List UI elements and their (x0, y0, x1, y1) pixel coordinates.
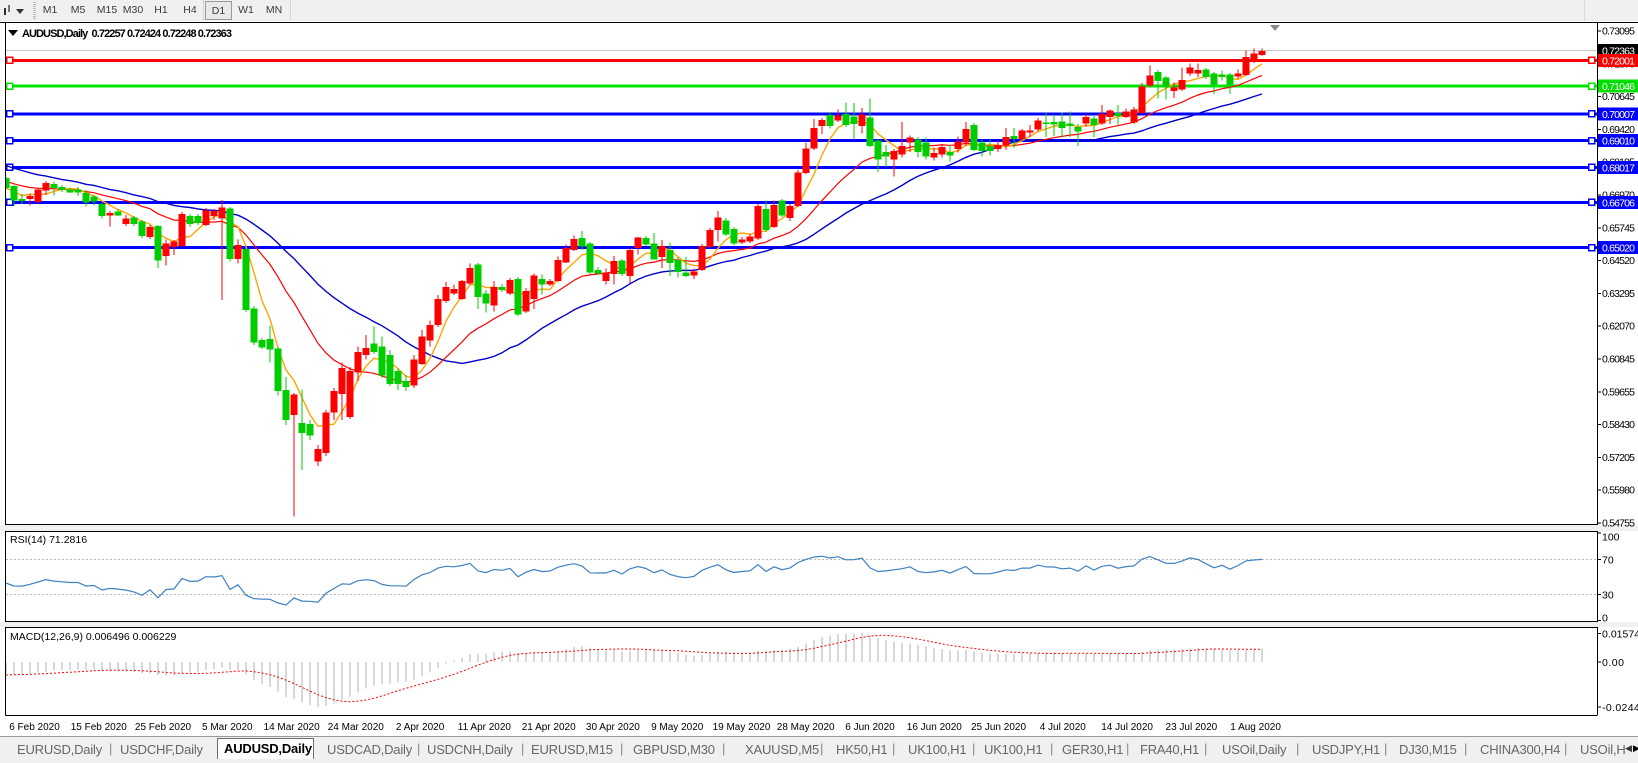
svg-text:19 May 2020: 19 May 2020 (713, 722, 771, 733)
svg-text:0.54755: 0.54755 (1602, 518, 1635, 530)
svg-text:0.64520: 0.64520 (1602, 255, 1635, 267)
svg-text:6 Feb 2020: 6 Feb 2020 (9, 722, 60, 733)
svg-text:28 May 2020: 28 May 2020 (777, 722, 835, 733)
svg-text:5 Mar 2020: 5 Mar 2020 (202, 722, 253, 733)
svg-text:0.65745: 0.65745 (1602, 222, 1635, 234)
svg-text:30 Apr 2020: 30 Apr 2020 (586, 722, 640, 733)
svg-text:MACD(12,26,9) 0.006496 0.00622: MACD(12,26,9) 0.006496 0.006229 (10, 631, 177, 643)
svg-text:0.72001: 0.72001 (1602, 55, 1635, 67)
svg-text:0.69010: 0.69010 (1602, 136, 1635, 148)
svg-text:9 May 2020: 9 May 2020 (651, 722, 704, 733)
svg-text:0.58430: 0.58430 (1602, 419, 1635, 431)
svg-text:0.00: 0.00 (1602, 657, 1624, 669)
svg-text:0.59655: 0.59655 (1602, 386, 1635, 398)
svg-text:2 Apr 2020: 2 Apr 2020 (396, 722, 445, 733)
svg-text:1 Aug 2020: 1 Aug 2020 (1230, 722, 1281, 733)
svg-text:0.60845: 0.60845 (1602, 354, 1635, 366)
svg-text:0.015741: 0.015741 (1602, 629, 1638, 641)
svg-text:70: 70 (1602, 554, 1614, 566)
svg-text:15 Feb 2020: 15 Feb 2020 (71, 722, 128, 733)
svg-text:30: 30 (1602, 589, 1614, 601)
svg-text:0.70645: 0.70645 (1602, 91, 1635, 103)
svg-text:25 Jun 2020: 25 Jun 2020 (971, 722, 1026, 733)
svg-text:0.55980: 0.55980 (1602, 485, 1635, 497)
svg-text:0.65020: 0.65020 (1602, 243, 1635, 255)
svg-text:0.66706: 0.66706 (1602, 197, 1635, 209)
svg-text:21 Apr 2020: 21 Apr 2020 (522, 722, 576, 733)
svg-text:RSI(14) 71.2816: RSI(14) 71.2816 (10, 534, 87, 546)
svg-text:0.62070: 0.62070 (1602, 321, 1635, 333)
svg-text:0.69420: 0.69420 (1602, 124, 1635, 136)
svg-text:6 Jun 2020: 6 Jun 2020 (845, 722, 895, 733)
svg-text:16 Jun 2020: 16 Jun 2020 (907, 722, 962, 733)
svg-text:25 Feb 2020: 25 Feb 2020 (135, 722, 192, 733)
svg-text:23 Jul 2020: 23 Jul 2020 (1166, 722, 1218, 733)
svg-text:11 Apr 2020: 11 Apr 2020 (458, 722, 512, 733)
svg-text:14 Jul 2020: 14 Jul 2020 (1101, 722, 1153, 733)
svg-text:100: 100 (1602, 532, 1620, 544)
svg-text:0.57205: 0.57205 (1602, 452, 1635, 464)
svg-text:4 Jul 2020: 4 Jul 2020 (1040, 722, 1087, 733)
svg-text:0: 0 (1602, 613, 1608, 625)
svg-text:0.71046: 0.71046 (1602, 81, 1635, 93)
svg-text:24 Mar 2020: 24 Mar 2020 (328, 722, 385, 733)
svg-text:0.63295: 0.63295 (1602, 288, 1635, 300)
svg-text:0.70007: 0.70007 (1602, 109, 1635, 121)
svg-text:0.73095: 0.73095 (1602, 26, 1635, 38)
svg-text:14 Mar 2020: 14 Mar 2020 (264, 722, 321, 733)
svg-text:0.68017: 0.68017 (1602, 162, 1635, 174)
svg-text:AUDUSD,Daily 0.72257 0.72424: AUDUSD,Daily 0.72257 0.72424 0.72248 0.7… (22, 28, 232, 40)
svg-text:-0.02441: -0.02441 (1602, 702, 1638, 714)
